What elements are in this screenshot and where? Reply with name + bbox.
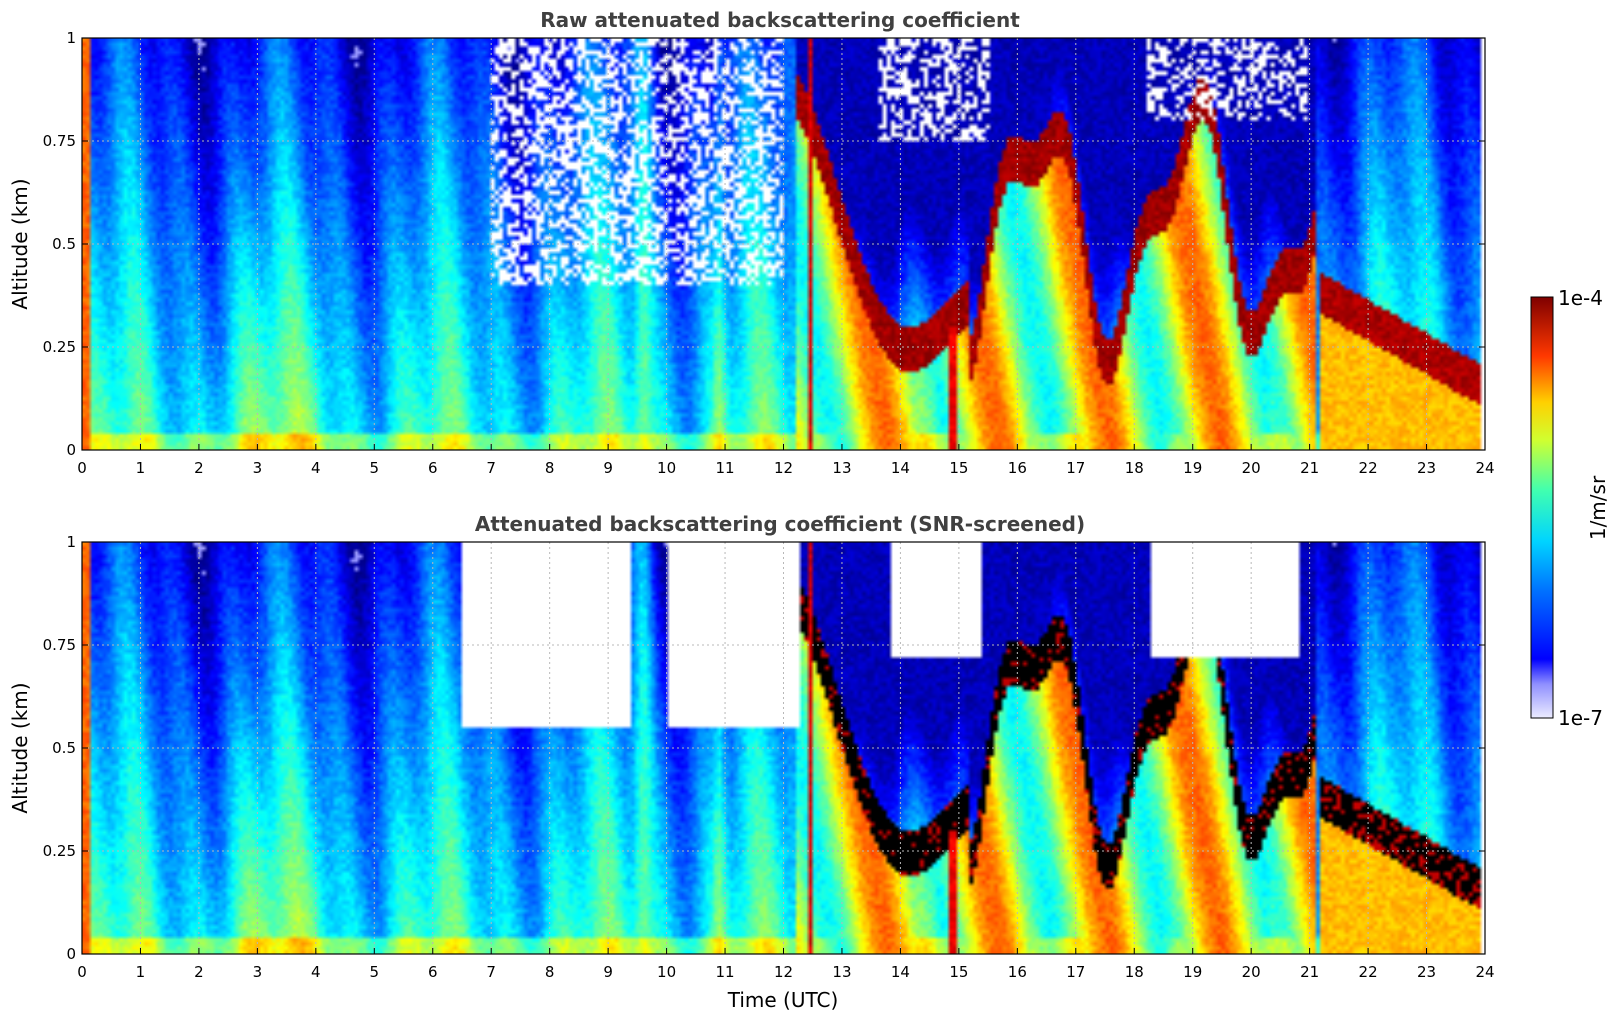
x-tick-label: 4 — [311, 459, 321, 477]
x-tick-label: 17 — [1066, 459, 1085, 477]
y-ticks: 0 0.25 0.5 0.75 1 — [43, 29, 1485, 459]
colorbar-gradient — [1530, 296, 1554, 719]
x-tick-label: 10 — [657, 459, 676, 477]
x-tick-label: 9 — [603, 459, 613, 477]
panel-screened: Attenuated backscattering coefficient (S… — [8, 512, 1495, 1012]
y-axis-label: Altitude (km) — [8, 178, 32, 309]
x-tick-label: 8 — [545, 963, 555, 981]
x-axis-label: Time (UTC) — [727, 988, 839, 1012]
x-tick-label: 17 — [1066, 963, 1085, 981]
x-tick-label: 15 — [949, 963, 968, 981]
x-tick-label: 6 — [428, 963, 438, 981]
x-tick-label: 18 — [1125, 963, 1144, 981]
x-tick-label: 2 — [194, 963, 204, 981]
panel-title: Attenuated backscattering coefficient (S… — [475, 512, 1085, 536]
x-tick-label: 16 — [1008, 963, 1027, 981]
x-tick-label: 11 — [715, 459, 734, 477]
panel-title: Raw attenuated backscattering coefficien… — [540, 8, 1020, 32]
x-tick-label: 24 — [1475, 459, 1494, 477]
x-tick-label: 23 — [1417, 963, 1436, 981]
y-ticks: 0 0.25 0.5 0.75 1 — [43, 533, 1485, 963]
x-tick-label: 1 — [136, 459, 146, 477]
y-tick-label: 0.25 — [43, 842, 76, 860]
y-tick-label: 1 — [66, 533, 76, 551]
y-tick-label: 0 — [66, 441, 76, 459]
x-tick-label: 18 — [1125, 459, 1144, 477]
x-tick-label: 1 — [136, 963, 146, 981]
x-tick-label: 13 — [832, 459, 851, 477]
x-tick-label: 4 — [311, 963, 321, 981]
x-tick-label: 5 — [370, 459, 380, 477]
y-axis-label: Altitude (km) — [8, 682, 32, 813]
x-tick-label: 19 — [1183, 963, 1202, 981]
x-tick-label: 7 — [486, 459, 496, 477]
x-ticks: 0 1 2 3 4 5 6 7 8 9 10 11 12 13 14 15 16 17 18 19 20 21 22 23 24 — [77, 948, 1495, 981]
x-tick-label: 14 — [891, 963, 910, 981]
x-ticks: 0 1 2 3 4 5 6 7 8 9 10 11 12 13 14 15 16 17 18 19 20 21 22 23 24 — [77, 444, 1495, 477]
x-tick-label: 22 — [1359, 963, 1378, 981]
x-tick-label: 3 — [253, 459, 263, 477]
x-tick-label: 6 — [428, 459, 438, 477]
colorbar-label: 1/m/sr — [1586, 475, 1610, 540]
colorbar: 1e-4 1e-7 1/m/sr — [1530, 286, 1610, 730]
y-tick-label: 0.5 — [52, 739, 76, 757]
x-tick-label: 23 — [1417, 459, 1436, 477]
grid — [82, 542, 1485, 954]
y-tick-label: 0.75 — [43, 636, 76, 654]
y-tick-label: 0.25 — [43, 338, 76, 356]
grid — [82, 38, 1485, 450]
x-tick-label: 0 — [77, 963, 87, 981]
x-tick-label: 7 — [486, 963, 496, 981]
x-tick-label: 21 — [1300, 459, 1319, 477]
x-tick-label: 5 — [370, 963, 380, 981]
x-tick-label: 2 — [194, 459, 204, 477]
panel-raw: Raw attenuated backscattering coefficien… — [8, 8, 1495, 477]
colorbar-min-label: 1e-7 — [1558, 706, 1603, 730]
x-tick-label: 19 — [1183, 459, 1202, 477]
y-tick-label: 0 — [66, 945, 76, 963]
x-tick-label: 20 — [1242, 963, 1261, 981]
x-tick-label: 21 — [1300, 963, 1319, 981]
x-tick-label: 13 — [832, 963, 851, 981]
x-tick-label: 10 — [657, 963, 676, 981]
x-tick-label: 15 — [949, 459, 968, 477]
y-tick-label: 0.5 — [52, 235, 76, 253]
x-tick-label: 11 — [715, 963, 734, 981]
x-tick-label: 9 — [603, 963, 613, 981]
x-tick-label: 24 — [1475, 963, 1494, 981]
y-tick-label: 1 — [66, 29, 76, 47]
x-tick-label: 0 — [77, 459, 87, 477]
x-tick-label: 20 — [1242, 459, 1261, 477]
x-tick-label: 22 — [1359, 459, 1378, 477]
x-tick-label: 12 — [774, 963, 793, 981]
x-tick-label: 14 — [891, 459, 910, 477]
x-tick-label: 16 — [1008, 459, 1027, 477]
y-tick-label: 0.75 — [43, 132, 76, 150]
x-tick-label: 12 — [774, 459, 793, 477]
x-tick-label: 8 — [545, 459, 555, 477]
x-tick-label: 3 — [253, 963, 263, 981]
colorbar-max-label: 1e-4 — [1558, 286, 1603, 310]
